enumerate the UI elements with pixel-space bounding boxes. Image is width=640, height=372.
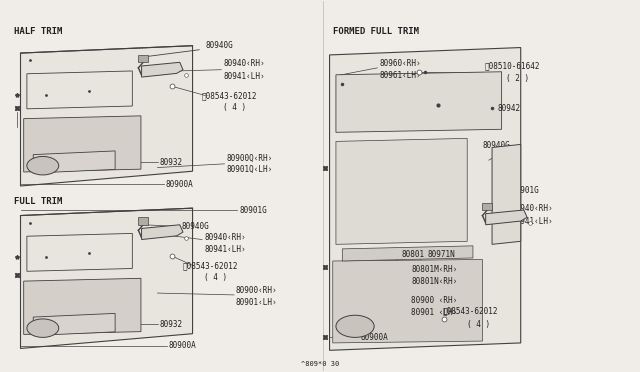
Text: 80971N: 80971N	[427, 250, 455, 259]
Circle shape	[27, 319, 59, 337]
Polygon shape	[330, 48, 521, 350]
Polygon shape	[492, 144, 521, 244]
Text: 80940‹RH›: 80940‹RH›	[223, 59, 265, 68]
Polygon shape	[20, 46, 193, 186]
Text: 80901 ‹LH›: 80901 ‹LH›	[411, 308, 458, 317]
Text: 80961‹LH›: 80961‹LH›	[380, 71, 421, 80]
Polygon shape	[342, 246, 473, 261]
Text: 80801N‹RH›: 80801N‹RH›	[411, 277, 458, 286]
Text: 80901G: 80901G	[511, 186, 539, 195]
Polygon shape	[141, 225, 183, 240]
Text: ( 4 ): ( 4 )	[467, 320, 490, 329]
Text: 80901G: 80901G	[239, 206, 267, 215]
Text: 80960‹RH›: 80960‹RH›	[380, 59, 421, 68]
Polygon shape	[138, 217, 148, 225]
Polygon shape	[33, 151, 115, 173]
Polygon shape	[24, 278, 141, 334]
Text: 80940G: 80940G	[205, 41, 233, 49]
Text: ( 4 ): ( 4 )	[223, 103, 246, 112]
Text: 80900‹RH›: 80900‹RH›	[236, 286, 278, 295]
Polygon shape	[141, 62, 183, 77]
Text: 80801: 80801	[401, 250, 425, 259]
Text: Ⓝ08543-62012: Ⓝ08543-62012	[443, 307, 499, 315]
Text: FULL TRIM: FULL TRIM	[14, 197, 63, 206]
Text: ( 2 ): ( 2 )	[506, 74, 529, 83]
Polygon shape	[336, 72, 502, 132]
Polygon shape	[138, 55, 148, 62]
Text: ( 4 ): ( 4 )	[204, 273, 227, 282]
Polygon shape	[33, 313, 115, 336]
Polygon shape	[483, 203, 492, 210]
Polygon shape	[333, 260, 483, 343]
Text: FORMED FULL TRIM: FORMED FULL TRIM	[333, 27, 419, 36]
Text: 80932: 80932	[159, 158, 182, 167]
Text: 80941‹LH›: 80941‹LH›	[511, 217, 553, 226]
Text: 80900A: 80900A	[169, 341, 196, 350]
Polygon shape	[24, 116, 141, 172]
Circle shape	[336, 315, 374, 337]
Text: Ⓝ08543-62012: Ⓝ08543-62012	[202, 91, 258, 100]
Text: 80932: 80932	[159, 320, 182, 329]
Text: 80801M‹RH›: 80801M‹RH›	[411, 264, 458, 274]
Text: ^809*0 30: ^809*0 30	[301, 361, 339, 367]
Text: 80901Q‹LH›: 80901Q‹LH›	[227, 165, 273, 174]
Text: 80900Q‹RH›: 80900Q‹RH›	[227, 154, 273, 163]
Circle shape	[27, 157, 59, 175]
Text: 80940‹RH›: 80940‹RH›	[511, 204, 553, 213]
Text: 80900A: 80900A	[166, 180, 193, 189]
Text: Ⓝ08543-62012: Ⓝ08543-62012	[183, 262, 239, 270]
Text: 80940G: 80940G	[483, 141, 510, 150]
Text: Ⓝ08510-61642: Ⓝ08510-61642	[484, 62, 540, 71]
Text: 80900A: 80900A	[360, 333, 388, 342]
Text: 80941‹LH›: 80941‹LH›	[223, 72, 265, 81]
Text: 80940G: 80940G	[182, 222, 209, 231]
Text: 80942: 80942	[497, 104, 520, 113]
Text: HALF TRIM: HALF TRIM	[14, 27, 63, 36]
Polygon shape	[486, 210, 527, 225]
Text: 80940‹RH›: 80940‹RH›	[204, 232, 246, 241]
Text: 80900 ‹RH›: 80900 ‹RH›	[411, 296, 458, 305]
Polygon shape	[20, 208, 193, 349]
Text: 80901‹LH›: 80901‹LH›	[236, 298, 278, 307]
Polygon shape	[336, 138, 467, 244]
Text: 80941‹LH›: 80941‹LH›	[204, 245, 246, 254]
